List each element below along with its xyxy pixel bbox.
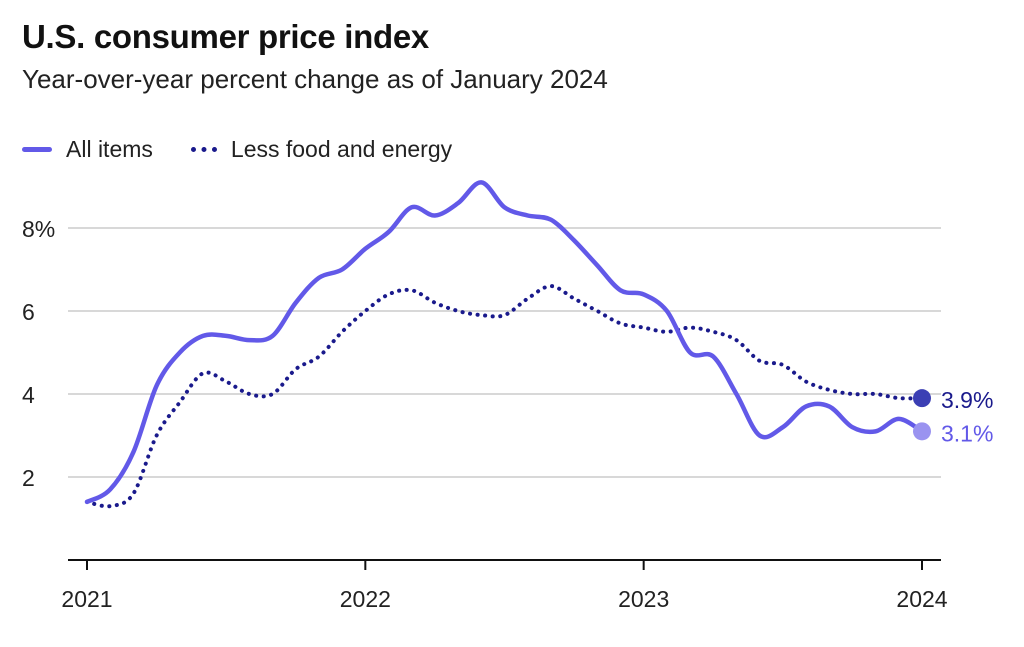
x-tick-label: 2024 xyxy=(896,586,947,612)
end-point-all-items xyxy=(913,422,931,441)
legend-item-less-food-and-energy: Less food and energy xyxy=(190,135,453,163)
y-tick-label: 6 xyxy=(22,299,35,325)
x-tick-label: 2023 xyxy=(618,586,669,612)
legend: All items Less food and energy xyxy=(22,134,490,164)
x-tick-label: 2021 xyxy=(61,586,112,612)
legend-swatch-all-items xyxy=(22,146,52,152)
end-labels: 3.1% 3.9% xyxy=(913,387,993,446)
x-tick-label: 2022 xyxy=(340,586,391,612)
series-line-all-items xyxy=(84,180,925,505)
end-label-less-food-and-energy: 3.9% xyxy=(941,387,993,413)
legend-label-less-food-and-energy: Less food and energy xyxy=(230,135,453,162)
legend-label-all-items: All items xyxy=(66,135,153,162)
series-lines xyxy=(84,180,925,509)
chart-title: U.S. consumer price index xyxy=(22,18,429,55)
legend-item-all-items: All items xyxy=(22,136,153,163)
x-axis: 2021 2022 2023 2024 xyxy=(61,559,948,612)
y-tick-label: 8% xyxy=(22,216,55,242)
legend-swatch-less-food-and-energy xyxy=(190,146,217,152)
y-tick-label: 2 xyxy=(22,465,35,491)
end-label-all-items: 3.1% xyxy=(941,420,993,446)
series-line-less-food-and-energy xyxy=(85,284,924,509)
end-point-less-food-and-energy xyxy=(913,389,931,408)
grid-lines: 2 4 6 8% xyxy=(22,216,941,491)
y-tick-label: 4 xyxy=(22,382,35,408)
chart-subtitle: Year-over-year percent change as of Janu… xyxy=(22,64,608,94)
